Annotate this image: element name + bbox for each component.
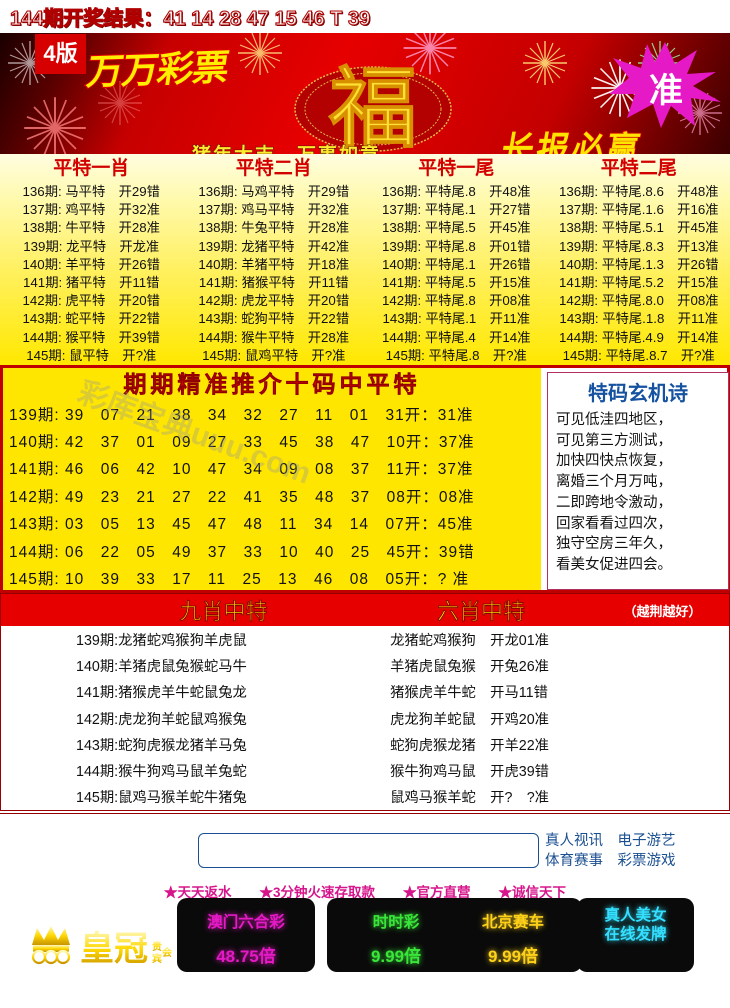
svg-text:贵: 贵 <box>152 940 162 953</box>
svg-text:皇冠: 皇冠 <box>80 930 148 968</box>
svg-text:宾: 宾 <box>152 952 162 965</box>
svg-text:会: 会 <box>162 946 172 959</box>
svg-text:准: 准 <box>649 72 683 110</box>
